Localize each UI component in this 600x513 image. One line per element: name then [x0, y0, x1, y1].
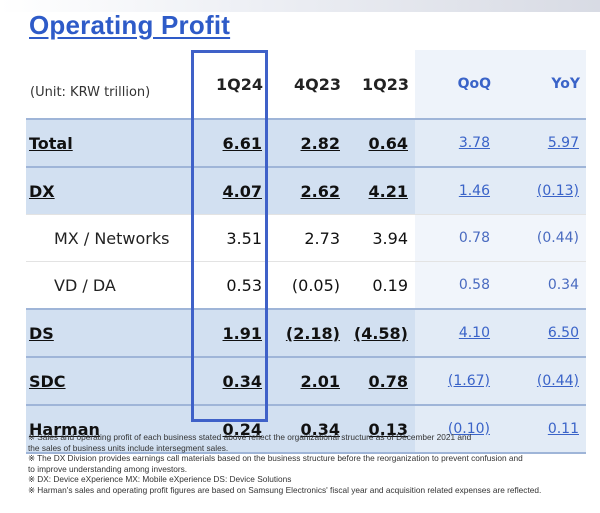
row-label-mx-networks: MX / Networks	[26, 214, 192, 262]
cell-sdc-qoq: (1.67)	[447, 373, 490, 389]
cell-vd-yoy: 0.34	[497, 261, 586, 309]
footnote-line: ※ Sales and operating profit of each bus…	[28, 432, 472, 442]
table-header-row: (Unit: KRW trillion) 1Q24 4Q23 1Q23 QoQ …	[26, 50, 586, 119]
top-banner	[0, 0, 600, 12]
cell-mx-1q24: 3.51	[192, 214, 269, 262]
cell-harman-1q23: 0.13	[368, 419, 408, 439]
unit-label: (Unit: KRW trillion)	[30, 84, 151, 100]
table-row-harman: Harman 0.24 0.34 0.13 (0.10) 0.11	[26, 404, 586, 454]
row-label-harman: Harman	[29, 419, 100, 439]
column-header-1q24: 1Q24	[216, 74, 263, 94]
page-title: Operating Profit	[29, 10, 231, 40]
cell-dx-1q24: 4.07	[222, 181, 262, 201]
cell-sdc-1q23: 0.78	[368, 371, 408, 391]
cell-sdc-1q24: 0.34	[222, 371, 262, 391]
cell-dx-qoq: 1.46	[458, 183, 490, 199]
footnotes: ※ Sales and operating profit of each bus…	[28, 432, 588, 496]
row-label-vd-da: VD / DA	[26, 261, 192, 309]
cell-total-yoy: 5.97	[547, 135, 579, 151]
cell-dx-4q23: 2.62	[300, 181, 340, 201]
table-row-vd-da: VD / DA 0.53 (0.05) 0.19 0.58 0.34	[26, 261, 586, 309]
row-label-dx: DX	[29, 181, 55, 201]
cell-mx-1q23: 3.94	[347, 214, 415, 262]
cell-ds-1q24: 1.91	[222, 323, 262, 343]
table-row-total: Total 6.61 2.82 0.64 3.78 5.97	[26, 118, 586, 167]
table-row-mx-networks: MX / Networks 3.51 2.73 3.94 0.78 (0.44)	[26, 214, 586, 262]
cell-mx-4q23: 2.73	[269, 214, 347, 262]
cell-ds-qoq: 4.10	[458, 325, 490, 341]
cell-ds-1q23: (4.58)	[353, 323, 408, 343]
row-label-sdc: SDC	[29, 371, 66, 391]
table-row-dx: DX 4.07 2.62 4.21 1.46 (0.13)	[26, 166, 586, 215]
cell-ds-yoy: 6.50	[547, 325, 579, 341]
cell-sdc-4q23: 2.01	[300, 371, 340, 391]
footnote-line: ※ DX: Device eXperience MX: Mobile eXper…	[28, 474, 292, 485]
column-header-yoy: YoY	[497, 50, 586, 119]
cell-total-1q23: 0.64	[368, 133, 408, 153]
cell-mx-yoy: (0.44)	[497, 214, 586, 262]
column-header-1q23: 1Q23	[362, 74, 409, 94]
cell-mx-qoq: 0.78	[415, 214, 497, 262]
cell-total-1q24: 6.61	[222, 133, 262, 153]
operating-profit-table: (Unit: KRW trillion) 1Q24 4Q23 1Q23 QoQ …	[26, 50, 586, 454]
cell-total-4q23: 2.82	[300, 133, 340, 153]
cell-vd-qoq: 0.58	[415, 261, 497, 309]
column-header-4q23: 4Q23	[294, 74, 341, 94]
cell-harman-1q24: 0.24	[222, 419, 262, 439]
cell-harman-4q23: 0.34	[300, 419, 340, 439]
column-header-qoq: QoQ	[415, 50, 497, 119]
cell-ds-4q23: (2.18)	[285, 323, 340, 343]
table-row-ds: DS 1.91 (2.18) (4.58) 4.10 6.50	[26, 308, 586, 357]
cell-total-qoq: 3.78	[458, 135, 490, 151]
cell-dx-1q23: 4.21	[368, 181, 408, 201]
cell-harman-yoy: 0.11	[547, 421, 579, 437]
cell-vd-1q24: 0.53	[192, 261, 269, 309]
footnote-line: to improve understanding among investors…	[28, 463, 188, 474]
row-label-total: Total	[29, 133, 73, 153]
footnote-line: ※ The DX Division provides earnings call…	[28, 453, 523, 464]
cell-sdc-yoy: (0.44)	[536, 373, 579, 389]
cell-vd-1q23: 0.19	[347, 261, 415, 309]
row-label-ds: DS	[29, 323, 54, 343]
footnote-line: ※ Harman's sales and operating profit fi…	[28, 484, 542, 495]
footnote-line: the sales of business units include inte…	[28, 442, 229, 453]
table-row-sdc: SDC 0.34 2.01 0.78 (1.67) (0.44)	[26, 356, 586, 405]
cell-vd-4q23: (0.05)	[269, 261, 347, 309]
cell-dx-yoy: (0.13)	[536, 183, 579, 199]
cell-harman-qoq: (0.10)	[447, 421, 490, 437]
